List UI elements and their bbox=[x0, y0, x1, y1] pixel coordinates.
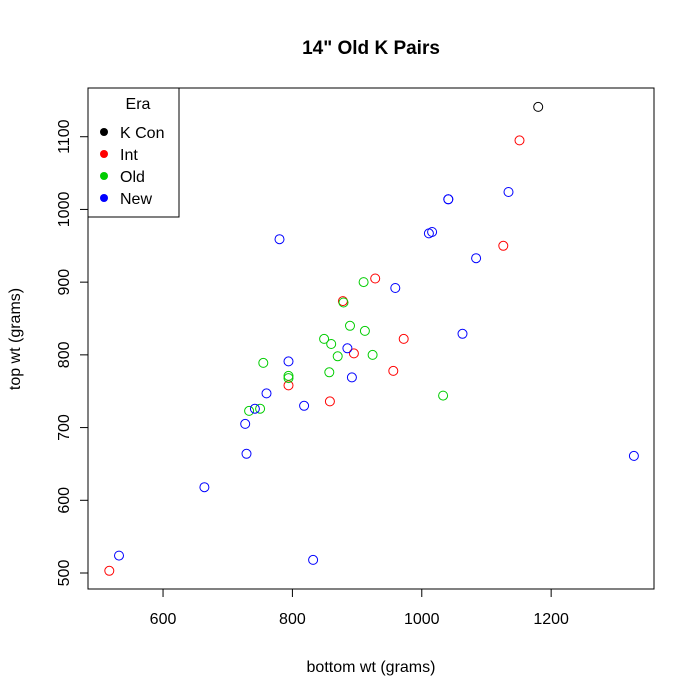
x-tick-label: 1200 bbox=[533, 611, 569, 628]
data-point bbox=[498, 240, 509, 251]
y-tick-label: 600 bbox=[56, 487, 73, 514]
data-point bbox=[241, 448, 252, 459]
x-tick-label: 800 bbox=[279, 611, 306, 628]
data-point bbox=[283, 356, 294, 367]
data-point bbox=[308, 554, 319, 565]
legend-marker-icon bbox=[100, 150, 108, 158]
data-point bbox=[628, 450, 639, 461]
y-tick-label: 500 bbox=[56, 560, 73, 587]
legend-entry-label: New bbox=[120, 191, 152, 208]
data-point bbox=[319, 333, 330, 344]
legend-entry-label: Int bbox=[120, 147, 138, 164]
legend-marker-icon bbox=[100, 172, 108, 180]
legend: Era K Con Int Old New bbox=[87, 87, 180, 218]
data-point bbox=[370, 273, 381, 284]
legend-marker-icon bbox=[100, 128, 108, 136]
data-point bbox=[390, 283, 401, 293]
y-tick-label: 1000 bbox=[56, 192, 73, 228]
legend-marker-icon bbox=[100, 194, 108, 202]
data-point bbox=[342, 343, 353, 354]
data-point bbox=[249, 403, 260, 414]
y-tick-label: 1100 bbox=[56, 119, 73, 154]
data-point bbox=[358, 277, 369, 288]
data-point bbox=[324, 396, 335, 407]
data-point bbox=[514, 135, 525, 146]
y-tick-label: 900 bbox=[56, 269, 73, 296]
data-point bbox=[427, 227, 438, 237]
data-point bbox=[345, 320, 355, 331]
y-tick-label: 800 bbox=[56, 341, 73, 368]
data-point bbox=[367, 349, 378, 360]
x-tick-label: 600 bbox=[150, 611, 177, 628]
data-point bbox=[258, 357, 269, 368]
data-point bbox=[388, 365, 399, 376]
data-point bbox=[471, 253, 482, 264]
data-point bbox=[443, 194, 454, 205]
x-axis: 600 800 1000 1200 bbox=[150, 588, 569, 628]
data-point bbox=[261, 388, 272, 399]
x-tick-label: 1000 bbox=[404, 611, 440, 628]
legend-title: Era bbox=[126, 96, 151, 113]
data-point bbox=[503, 187, 514, 197]
legend-entry-label: K Con bbox=[120, 125, 164, 142]
data-point bbox=[359, 325, 370, 336]
data-point bbox=[346, 372, 357, 383]
data-point bbox=[457, 328, 468, 339]
data-point bbox=[244, 405, 255, 416]
data-point bbox=[283, 373, 294, 384]
data-point bbox=[199, 482, 210, 493]
data-point bbox=[324, 367, 335, 378]
x-axis-label: bottom wt (grams) bbox=[307, 659, 436, 676]
chart-title: 14" Old K Pairs bbox=[302, 38, 440, 59]
data-point bbox=[240, 418, 251, 429]
data-point bbox=[104, 565, 115, 576]
data-point bbox=[255, 403, 266, 414]
data-point bbox=[338, 297, 349, 308]
data-point bbox=[299, 400, 310, 411]
legend-entry-label: Old bbox=[120, 169, 145, 186]
data-point bbox=[114, 550, 124, 561]
y-tick-label: 700 bbox=[56, 414, 73, 441]
data-point bbox=[332, 351, 343, 362]
data-point bbox=[438, 390, 449, 401]
data-point bbox=[326, 339, 337, 349]
y-axis-label: top wt (grams) bbox=[7, 288, 24, 390]
data-point bbox=[274, 234, 285, 245]
data-point bbox=[533, 101, 544, 112]
y-axis: 500 600 700 800 900 1000 1100 bbox=[56, 119, 89, 587]
data-point bbox=[398, 333, 409, 344]
data-point bbox=[348, 348, 359, 359]
data-point bbox=[283, 370, 294, 381]
